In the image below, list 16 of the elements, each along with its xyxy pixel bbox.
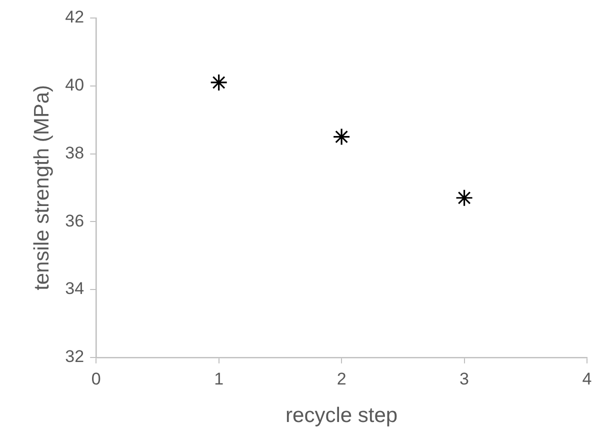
x-tick-label: 1 [214,369,224,388]
point [332,128,350,146]
point [455,189,474,207]
x-tick-label: 0 [91,369,101,388]
y-tick-label: 32 [65,347,84,366]
y-tick-label: 36 [65,211,84,230]
point [210,74,228,92]
y-axis-title: tensile strength (MPa) [30,84,54,290]
x-tick-label: 3 [460,369,470,388]
x-tick-label: 4 [582,369,592,388]
y-tick-label: 40 [65,76,84,95]
y-tick-label: 38 [65,143,84,162]
y-tick-label: 34 [65,279,84,298]
y-tick-label: 42 [65,8,84,27]
x-tick-label: 2 [336,369,346,388]
x-axis-title: recycle step [286,404,398,428]
